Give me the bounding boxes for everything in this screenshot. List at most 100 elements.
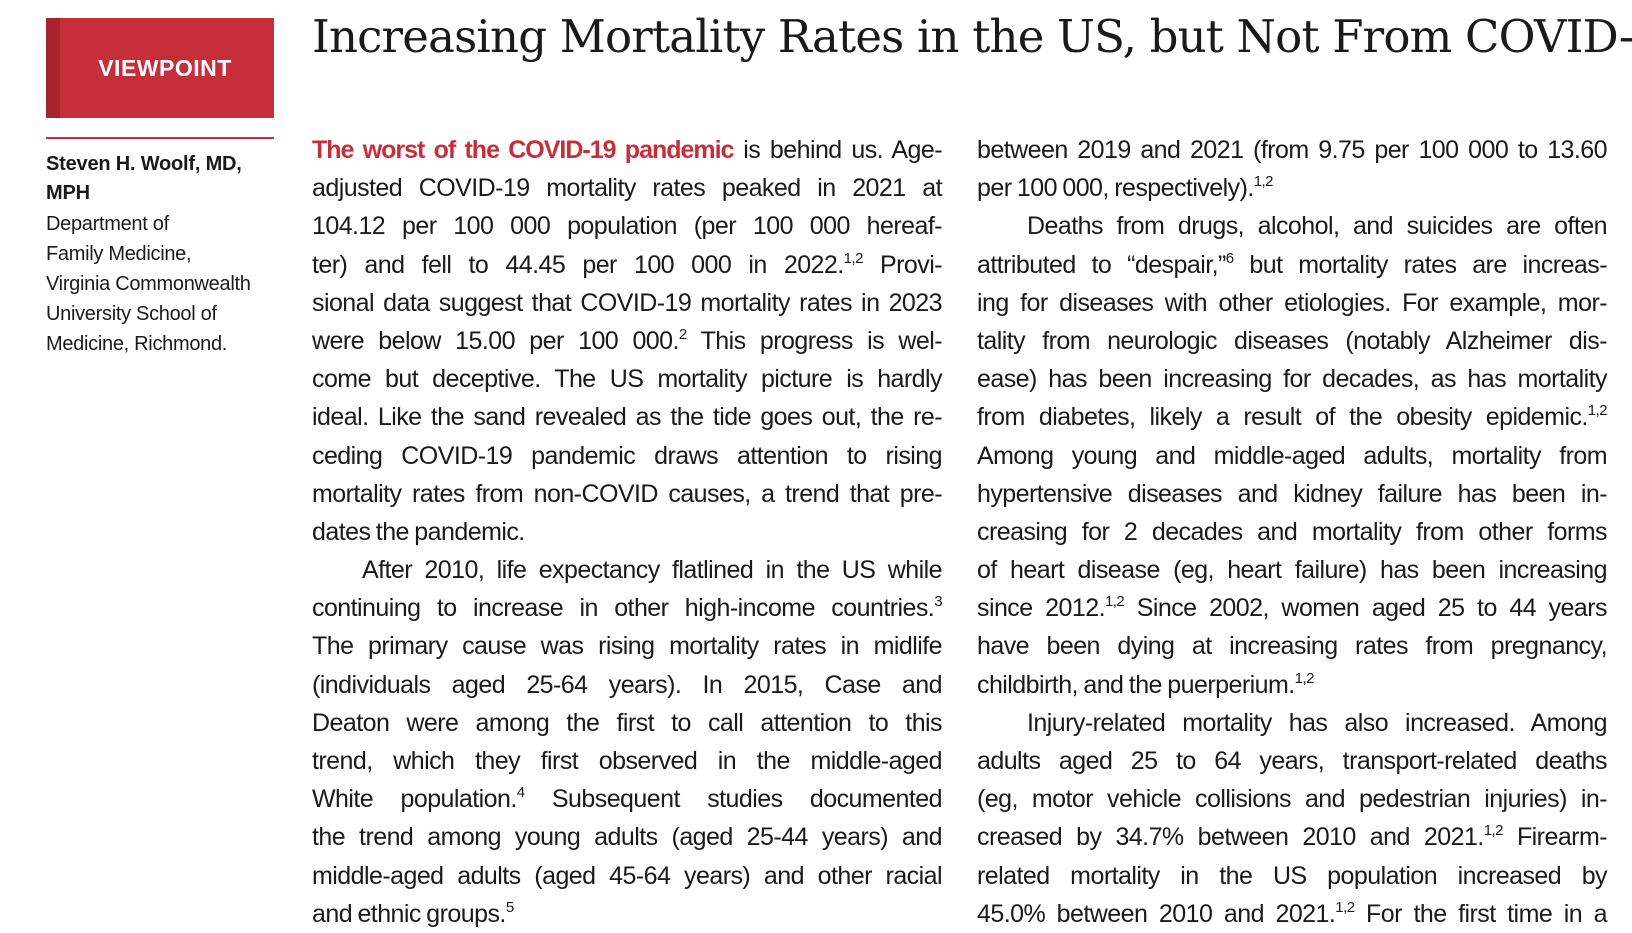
author-block: Steven H. Woolf, MD, MPH Department of F… xyxy=(46,150,286,359)
text-run: but mortality rates are increas- xyxy=(1233,250,1607,279)
text-run: creasing for 2 decades and mortality fro… xyxy=(977,517,1608,546)
text-run: sional data suggest that COVID-19 mortal… xyxy=(312,288,943,317)
text-run: hypertensive diseases and kidney failure… xyxy=(977,479,1608,508)
text-run: dates the pandemic. xyxy=(312,517,525,546)
text-run: Since 2002, women aged 25 to 44 years xyxy=(1124,594,1608,623)
citation-superscript: 2 xyxy=(678,325,687,343)
section-badge: VIEWPOINT xyxy=(46,18,274,118)
text-run: continuing to increase in other high-inc… xyxy=(312,594,935,623)
text-run: Provi- xyxy=(862,250,943,279)
text-run: ease) has been increasing for decades, a… xyxy=(977,365,1608,394)
text-line: continuing to increase in other high-inc… xyxy=(312,589,943,627)
text-run: The primary cause was rising mortality r… xyxy=(312,632,943,661)
text-run: middle-aged adults (aged 45-64 years) an… xyxy=(312,861,943,890)
text-line: Deaths from drugs, alcohol, and suicides… xyxy=(977,207,1608,245)
text-line: from diabetes, likely a result of the ob… xyxy=(977,398,1608,436)
affiliation-line: Family Medicine, xyxy=(46,243,192,265)
text-line: were below 15.00 per 100 000.2 This prog… xyxy=(312,322,943,360)
text-run: tality from neurologic diseases (notably… xyxy=(977,326,1608,355)
text-line: adults aged 25 to 64 years, transport-re… xyxy=(977,742,1608,780)
citation-superscript: 4 xyxy=(516,784,525,802)
text-run: between 2019 and 2021 (from 9.75 per 100… xyxy=(977,136,1608,164)
author-name-line-1: Steven H. Woolf, MD, xyxy=(46,153,242,175)
citation-superscript: 1,2 xyxy=(1253,173,1274,191)
text-run: have been dying at increasing rates from… xyxy=(977,632,1608,661)
text-line: and ethnic groups.5 xyxy=(312,895,942,933)
text-run: mortality rates from non-COVID causes, a… xyxy=(312,479,943,508)
text-run: White population. xyxy=(312,785,517,814)
text-run: Subsequent studies documented xyxy=(524,785,943,814)
text-run: per 100 000, respectively). xyxy=(977,174,1254,203)
text-run: Firearm- xyxy=(1502,823,1608,852)
text-line: childbirth, and the puerperium.1,2 xyxy=(977,666,1607,704)
citation-superscript: 3 xyxy=(934,593,942,611)
text-line: The primary cause was rising mortality r… xyxy=(312,627,943,665)
text-run: is behind us. Age- xyxy=(733,136,942,164)
text-line: since 2012.1,2 Since 2002, women aged 25… xyxy=(977,589,1608,627)
text-run: 45.0% between 2010 and 2021. xyxy=(977,899,1336,928)
text-line: tality from neurologic diseases (notably… xyxy=(977,322,1608,360)
text-line: After 2010, life expectancy flatlined in… xyxy=(312,551,943,589)
citation-superscript: 1,2 xyxy=(843,249,864,267)
text-run: (individuals aged 25-64 years). In 2015,… xyxy=(312,670,943,699)
text-run: Injury-related mortality has also increa… xyxy=(1027,708,1608,737)
text-line: ter) and fell to 44.45 per 100 000 in 20… xyxy=(312,246,943,284)
text-run: (eg, motor vehicle collisions and pedest… xyxy=(977,785,1608,814)
text-line: ceding COVID-19 pandemic draws attention… xyxy=(312,437,943,475)
text-line: middle-aged adults (aged 45-64 years) an… xyxy=(312,857,943,895)
text-run: 104.12 per 100 000 population (per 100 0… xyxy=(312,212,943,241)
affiliation-line: University School of xyxy=(46,303,217,325)
text-line: 104.12 per 100 000 population (per 100 0… xyxy=(312,207,943,245)
section-badge-label: VIEWPOINT xyxy=(98,54,232,81)
text-line: the trend among young adults (aged 25-44… xyxy=(312,818,943,856)
text-run: This progress is wel- xyxy=(686,326,943,355)
lead-in-text: The worst of the COVID-19 pandemic xyxy=(312,136,735,164)
text-line: (eg, motor vehicle collisions and pedest… xyxy=(977,780,1608,818)
affiliation-line: Virginia Commonwealth xyxy=(46,273,251,295)
article-title: Increasing Mortality Rates in the US, bu… xyxy=(312,10,1632,63)
text-line: (individuals aged 25-64 years). In 2015,… xyxy=(312,666,943,704)
citation-superscript: 1,2 xyxy=(1294,669,1315,687)
text-run: ing for diseases with other etiologies. … xyxy=(977,288,1608,317)
text-run: ter) and fell to 44.45 per 100 000 in 20… xyxy=(312,250,844,279)
text-line: hypertensive diseases and kidney failure… xyxy=(977,475,1608,513)
text-run: of heart disease (eg, heart failure) has… xyxy=(977,556,1608,585)
text-line: have been dying at increasing rates from… xyxy=(977,627,1608,665)
citation-superscript: 1,2 xyxy=(1483,822,1504,840)
text-line: come but deceptive. The US mortality pic… xyxy=(312,360,943,398)
text-line: between 2019 and 2021 (from 9.75 per 100… xyxy=(977,131,1608,169)
text-line: attributed to “despair,”6 but mortality … xyxy=(977,246,1608,284)
text-line: per 100 000, respectively).1,2 xyxy=(977,169,1607,207)
text-run: since 2012. xyxy=(977,594,1106,623)
text-run: were below 15.00 per 100 000. xyxy=(312,326,679,355)
text-run: the trend among young adults (aged 25-44… xyxy=(312,823,943,852)
text-line: ideal. Like the sand revealed as the tid… xyxy=(312,398,943,436)
text-run: Among young and middle-aged adults, mort… xyxy=(977,441,1608,470)
text-run: adults aged 25 to 64 years, transport-re… xyxy=(977,747,1608,775)
text-line: mortality rates from non-COVID causes, a… xyxy=(312,475,943,513)
citation-superscript: 6 xyxy=(1225,249,1234,267)
text-run: After 2010, life expectancy flatlined in… xyxy=(362,556,943,585)
text-run: attributed to “despair,” xyxy=(977,250,1226,279)
body-column-left: The worst of the COVID-19 pandemic is be… xyxy=(312,131,943,933)
text-line: related mortality in the US population i… xyxy=(977,857,1608,895)
text-run: and ethnic groups. xyxy=(312,899,506,928)
text-run: adjusted COVID-19 mortality rates peaked… xyxy=(312,174,943,203)
text-line: dates the pandemic. xyxy=(312,513,942,551)
text-run: related mortality in the US population i… xyxy=(977,861,1608,890)
author-name-line-2: MPH xyxy=(46,182,90,204)
text-run: Deaton were among the first to call atte… xyxy=(312,708,943,737)
text-run: creased by 34.7% between 2010 and 2021. xyxy=(977,823,1484,852)
citation-superscript: 5 xyxy=(505,898,514,916)
text-line: Among young and middle-aged adults, mort… xyxy=(977,437,1608,475)
text-line: of heart disease (eg, heart failure) has… xyxy=(977,551,1608,589)
text-run: ceding COVID-19 pandemic draws attention… xyxy=(312,441,943,470)
text-line: 45.0% between 2010 and 2021.1,2 For the … xyxy=(977,895,1608,933)
author-name: Steven H. Woolf, MD, MPH xyxy=(46,150,286,208)
text-run: ideal. Like the sand revealed as the tid… xyxy=(312,403,943,432)
text-line: Injury-related mortality has also increa… xyxy=(977,704,1608,742)
citation-superscript: 1,2 xyxy=(1335,898,1355,916)
text-line: adjusted COVID-19 mortality rates peaked… xyxy=(312,169,943,207)
text-line: The worst of the COVID-19 pandemic is be… xyxy=(312,131,943,169)
text-line: creasing for 2 decades and mortality fro… xyxy=(977,513,1608,551)
